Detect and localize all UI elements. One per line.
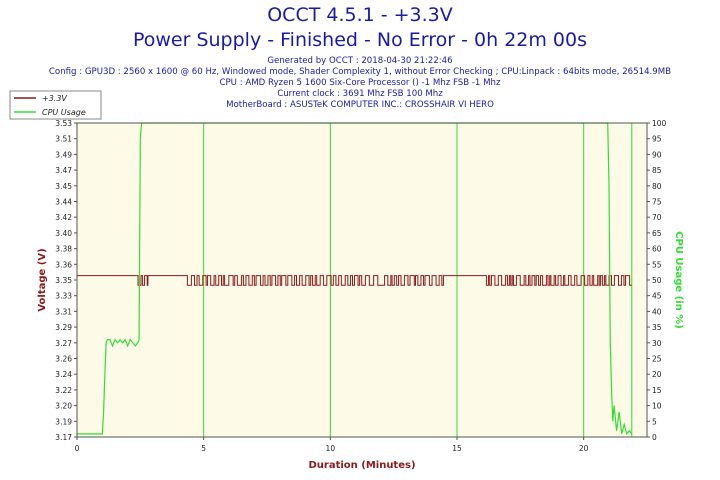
series-layer: [77, 122, 633, 436]
y-tick-label: 3.33: [55, 292, 72, 301]
y-tick-label: 3.31: [55, 307, 72, 316]
legend-label-voltage: +3.3V: [42, 94, 67, 103]
y-tick-label: 3.38: [55, 245, 72, 254]
info-motherboard: MotherBoard : ASUSTeK COMPUTER INC.: CRO…: [226, 100, 494, 110]
y2-tick-label: 25: [652, 355, 662, 364]
legend-label-cpu: CPU Usage: [42, 108, 86, 117]
legend-box: [9, 90, 102, 120]
y2-tick-label: 80: [652, 182, 662, 191]
info-clock: Current clock : 3691 Mhz FSB 100 Mhz: [277, 89, 443, 99]
y-tick-label: 3.40: [55, 229, 72, 238]
y2-tick-label: 50: [652, 276, 662, 285]
y-tick-label: 3.20: [55, 402, 72, 411]
x-tick-labels: 0 5 10 15 20: [75, 437, 589, 453]
y-tick-label: 3.42: [55, 213, 72, 222]
y-tick-label: 3.17: [55, 433, 72, 442]
y-tick-label: 3.45: [55, 182, 72, 191]
y-tick-label: 3.51: [55, 135, 72, 144]
legend: +3.3V CPU Usage: [9, 90, 102, 120]
x-tick-label: 0: [75, 444, 80, 453]
y2-tick-label: 55: [652, 260, 662, 269]
y-tick-label: 3.29: [55, 323, 72, 332]
y2-tick-label: 5: [652, 417, 657, 426]
y2-tick-label: 40: [652, 307, 662, 316]
y2-tick-label: 100: [652, 119, 667, 128]
x-tick-label: 20: [579, 444, 589, 453]
series-line-voltage: [77, 275, 632, 286]
y2-tick-label: 85: [652, 166, 662, 175]
y-tick-label: 3.47: [55, 166, 72, 175]
y2-tick-label: 70: [652, 213, 662, 222]
grid-lines: [203, 123, 633, 437]
info-config: Config : GPU3D : 2560 x 1600 @ 60 Hz, Wi…: [48, 67, 672, 77]
y2-tick-label: 45: [652, 292, 662, 301]
y-tick-label: 3.53: [55, 119, 72, 128]
y2-tick-label: 90: [652, 150, 662, 159]
y-axis-title: Voltage (V): [37, 248, 48, 311]
y2-tick-label: 35: [652, 323, 662, 332]
x-axis-title: Duration (Minutes): [308, 460, 415, 471]
y2-tick-label: 0: [652, 433, 657, 442]
y2-tick-labels: 0 5 10 15 20 25 30 35 40 45 50 55 60 65 70 75 80 85 90 95 10…: [647, 119, 667, 442]
info-generated: Generated by OCCT : 2018-04-30 21:22:46: [267, 56, 453, 66]
y2-tick-label: 60: [652, 245, 662, 254]
y-tick-label: 3.26: [55, 355, 72, 364]
y2-tick-label: 95: [652, 135, 662, 144]
y2-tick-label: 15: [652, 386, 662, 395]
y2-tick-label: 75: [652, 198, 662, 207]
y-tick-label: 3.24: [55, 370, 72, 379]
y2-tick-label: 30: [652, 339, 662, 348]
y-tick-label: 3.49: [55, 150, 72, 159]
y-tick-label: 3.35: [55, 276, 72, 285]
x-tick-label: 5: [201, 444, 206, 453]
y-tick-labels: 3.17 3.19 3.20 3.22 3.24 3.26 3.27 3.29 3.31 3.33…: [55, 119, 77, 442]
chart-subtitle: Power Supply - Finished - No Error - 0h …: [132, 29, 588, 51]
y2-axis-title: CPU Usage (in %): [673, 231, 684, 329]
series-line-cpu: [77, 122, 633, 436]
chart-title: OCCT 4.5.1 - +3.3V: [267, 4, 453, 26]
x-tick-label: 15: [452, 444, 462, 453]
y-tick-label: 3.19: [55, 417, 72, 426]
y2-tick-label: 10: [652, 402, 662, 411]
x-tick-label: 10: [326, 444, 336, 453]
y-tick-label: 3.44: [55, 198, 72, 207]
y2-tick-label: 20: [652, 370, 662, 379]
y-tick-label: 3.22: [55, 386, 72, 395]
y-tick-label: 3.27: [55, 339, 72, 348]
info-cpu: CPU : AMD Ryzen 5 1600 Six-Core Processo…: [219, 78, 501, 88]
y2-tick-label: 65: [652, 229, 662, 238]
y-tick-label: 3.36: [55, 260, 72, 269]
